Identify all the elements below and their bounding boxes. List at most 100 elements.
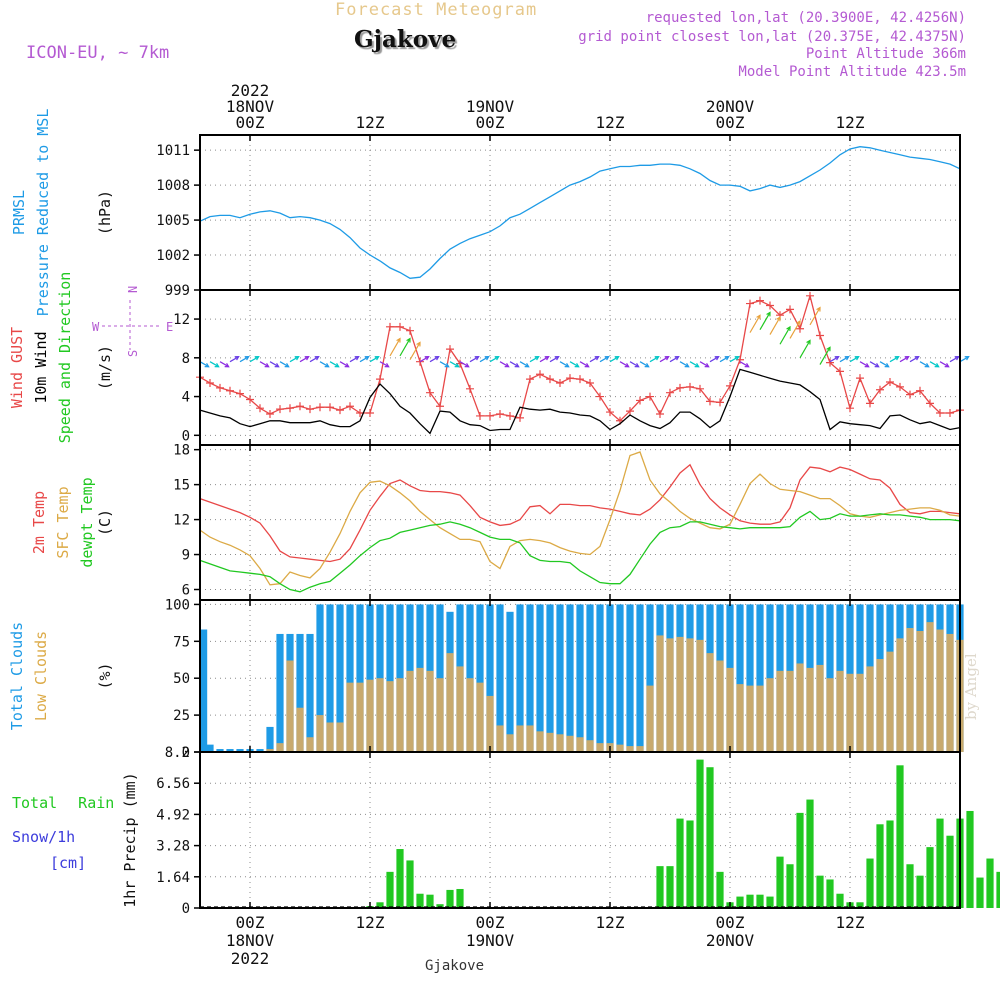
y-tick-label: 1008 xyxy=(156,178,190,194)
wind-arrow xyxy=(809,307,821,326)
bar-total-clouds xyxy=(306,633,314,752)
bar-low-clouds xyxy=(816,664,824,752)
time-label-bottom: 20NOV xyxy=(706,931,755,950)
compass-s: S xyxy=(126,350,140,357)
wind-arrow xyxy=(599,356,609,363)
bar-low-clouds xyxy=(576,737,584,752)
gust-marker xyxy=(386,322,394,331)
wind-arrow-head xyxy=(826,346,831,352)
wind-arrow-head xyxy=(254,356,260,361)
wind-arrow-head xyxy=(604,356,610,361)
series-line-prmsl xyxy=(199,146,961,279)
gust-marker xyxy=(256,404,264,413)
bar-low-clouds xyxy=(506,734,514,752)
bar-low-clouds xyxy=(936,629,944,752)
wind-arrow-head xyxy=(334,362,340,368)
wind-arrow xyxy=(319,361,329,368)
y-tick-label: 18 xyxy=(173,443,190,459)
wind-arrow xyxy=(619,361,629,368)
bar-total-rain xyxy=(386,871,394,908)
bar-total-rain xyxy=(756,894,764,908)
y-tick-label: 8.2 xyxy=(165,745,190,761)
y-tick-label: 0 xyxy=(182,901,190,917)
wind-arrow xyxy=(899,356,909,363)
bar-total-rain xyxy=(746,894,754,908)
gust-marker xyxy=(306,405,314,414)
bar-low-clouds xyxy=(846,673,854,752)
gust-marker xyxy=(246,395,254,404)
wind-arrow-head xyxy=(664,356,670,361)
footer-location: Gjakove xyxy=(425,958,485,974)
compass-cross xyxy=(102,300,160,350)
wind-arrow-head xyxy=(424,356,430,361)
bar-low-clouds xyxy=(276,743,284,752)
location-title: Gjakove xyxy=(354,26,457,53)
wind-arrow xyxy=(849,356,859,363)
bar-total-rain xyxy=(986,858,994,908)
wind-arrow xyxy=(339,361,349,368)
gust-marker xyxy=(896,382,904,391)
wind-arrow-head xyxy=(234,356,240,361)
gust-marker xyxy=(606,408,614,417)
bar-total-rain xyxy=(436,904,444,908)
series-line-10m-wind xyxy=(199,368,961,435)
bar-low-clouds xyxy=(756,685,764,752)
y-tick-label: 3.28 xyxy=(156,839,190,855)
gust-marker xyxy=(786,305,794,314)
bar-total-clouds xyxy=(200,629,208,752)
wind-arrow xyxy=(509,361,519,368)
gust-marker xyxy=(726,381,734,390)
bar-total-rain xyxy=(856,902,864,908)
time-label-bottom: 00Z xyxy=(236,913,265,932)
wind-arrow xyxy=(609,356,619,363)
gust-marker xyxy=(916,386,924,395)
bar-low-clouds xyxy=(426,670,434,752)
wind-arrow-head xyxy=(796,320,801,326)
point-altitude: Point Altitude 366m xyxy=(805,46,966,62)
wind-arrow xyxy=(359,356,369,363)
bar-low-clouds xyxy=(596,743,604,752)
bar-low-clouds xyxy=(466,678,474,752)
y-tick-label: 25 xyxy=(173,708,190,724)
gust-marker xyxy=(796,324,804,333)
bar-low-clouds xyxy=(896,638,904,752)
gust-marker xyxy=(216,383,224,392)
gust-marker xyxy=(486,411,494,420)
gust-marker xyxy=(906,390,914,399)
bar-total-clouds xyxy=(566,604,574,752)
time-label-bottom: 18NOV xyxy=(226,931,275,950)
y-axis-title: 10m Wind xyxy=(32,331,50,403)
wind-arrow xyxy=(759,312,771,331)
gust-marker xyxy=(846,404,854,413)
wind-arrow-head xyxy=(844,356,850,361)
watermark: by Angel xyxy=(962,653,980,720)
bar-low-clouds xyxy=(496,725,504,752)
gust-marker xyxy=(396,322,404,331)
wind-arrow xyxy=(879,361,889,368)
wind-arrow xyxy=(689,361,699,368)
gust-marker xyxy=(426,388,434,397)
bar-low-clouds xyxy=(336,722,344,752)
bar-low-clouds xyxy=(726,667,734,752)
wind-arrow-head xyxy=(806,339,811,345)
bar-low-clouds xyxy=(456,666,464,752)
bar-low-clouds xyxy=(266,749,274,752)
wind-arrow xyxy=(639,361,649,368)
wind-arrow xyxy=(369,356,379,363)
wind-arrow-head xyxy=(694,362,700,368)
bar-total-clouds xyxy=(216,749,224,752)
bar-low-clouds xyxy=(406,670,414,752)
y-tick-label: 100 xyxy=(165,597,190,613)
wind-arrow-head xyxy=(684,362,690,368)
bar-low-clouds xyxy=(546,732,554,752)
bar-total-rain xyxy=(776,856,784,908)
wind-arrow-head xyxy=(454,362,460,368)
y-axis-title: Speed and Direction xyxy=(56,272,74,444)
grid-point-coords: grid point closest lon,lat (20.375E, 42.… xyxy=(578,29,966,45)
wind-arrow-head xyxy=(384,362,390,368)
wind-arrow xyxy=(489,356,499,363)
bar-total-clouds xyxy=(606,604,614,752)
wind-arrow-head xyxy=(714,356,720,361)
bar-low-clouds xyxy=(836,670,844,752)
bar-low-clouds xyxy=(536,731,544,752)
